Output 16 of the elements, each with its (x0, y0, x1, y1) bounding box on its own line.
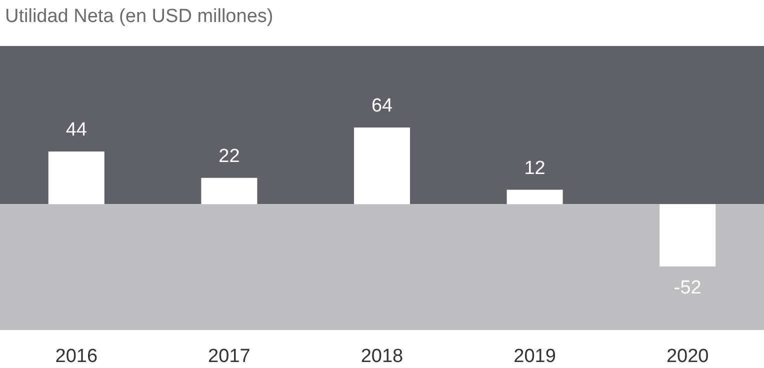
bar (48, 151, 104, 204)
x-tick-label: 2016 (55, 346, 98, 367)
chart-title: Utilidad Neta (en USD millones) (5, 6, 274, 27)
data-label: -52 (674, 277, 702, 298)
bar (201, 178, 258, 204)
bar (660, 204, 716, 266)
data-label: 12 (524, 158, 546, 179)
bar (506, 190, 563, 204)
data-label: 64 (371, 95, 393, 116)
data-label: 22 (218, 146, 240, 167)
x-tick-label: 2017 (208, 346, 250, 367)
x-tick-label: 2020 (666, 346, 709, 367)
x-tick-label: 2019 (514, 346, 556, 367)
x-tick-label: 2018 (360, 346, 404, 367)
bar (354, 127, 410, 204)
data-label: 44 (66, 119, 88, 140)
